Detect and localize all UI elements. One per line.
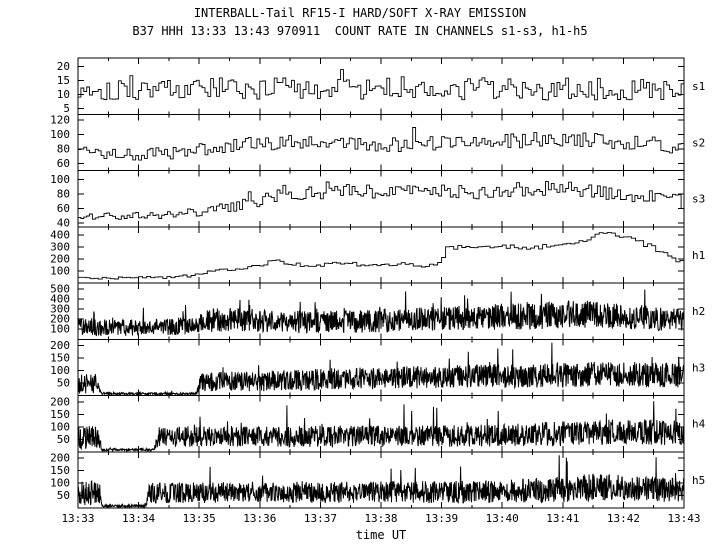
y-tick-label: 200 [50,395,70,408]
y-tick-label: 400 [50,229,70,242]
series-h4 [77,401,685,453]
x-tick-label: 13:42 [607,512,640,525]
y-tick-label: 80 [57,142,70,155]
x-tick-label: 13:37 [304,512,337,525]
chart-subtitle: B37 HHH 13:33 13:43 970911 COUNT RATE IN… [132,24,588,38]
y-tick-label: 150 [50,408,70,421]
x-tick-label: 13:38 [364,512,397,525]
y-tick-label: 100 [50,420,70,433]
y-tick-label: 200 [50,253,70,266]
y-tick-label: 100 [50,265,70,278]
series-h5 [77,455,685,510]
y-tick-label: 100 [50,128,70,141]
channel-label: h5 [692,474,705,487]
channel-label: h2 [692,305,705,318]
x-tick-label: 13:39 [425,512,458,525]
y-tick-label: 200 [50,339,70,352]
series-h1 [78,232,685,280]
y-tick-label: 100 [50,477,70,490]
series-h2 [77,289,685,337]
y-tick-label: 40 [57,217,70,230]
y-tick-label: 200 [50,313,70,326]
y-tick-label: 120 [50,114,70,127]
x-tick-label: 13:36 [243,512,276,525]
channel-label: h1 [692,249,705,262]
channel-label: h3 [692,361,705,374]
x-axis-label: time UT [355,528,407,542]
y-tick-label: 50 [57,377,70,390]
channel-label: s3 [692,193,705,206]
y-tick-label: 500 [50,283,70,296]
y-tick-label: 150 [50,464,70,477]
y-tick-label: 400 [50,293,70,306]
channel-label: h4 [692,418,706,431]
y-tick-label: 50 [57,489,70,502]
y-tick-label: 60 [57,157,70,170]
y-tick-label: 200 [50,452,70,465]
y-tick-label: 20 [57,60,70,73]
x-tick-label: 13:40 [486,512,519,525]
y-tick-label: 300 [50,241,70,254]
y-tick-label: 150 [50,352,70,365]
series-s1 [78,69,685,101]
y-tick-label: 60 [57,202,70,215]
y-tick-label: 50 [57,433,70,446]
panel-border-h1 [77,226,685,284]
x-tick-label: 13:35 [183,512,216,525]
y-tick-label: 10 [57,88,70,101]
series-s2 [78,127,685,161]
x-tick-label: 13:43 [667,512,700,525]
y-tick-label: 100 [50,173,70,186]
y-tick-label: 100 [50,364,70,377]
chart-title: INTERBALL-Tail RF15-I HARD/SOFT X-RAY EM… [193,6,527,20]
y-tick-label: 15 [57,74,70,87]
series-h3 [77,342,685,397]
channel-label: s2 [692,136,705,149]
y-tick-label: 100 [50,323,70,336]
x-tick-label: 13:41 [546,512,579,525]
x-tick-label: 13:34 [122,512,155,525]
channel-label: s1 [692,80,705,93]
panel-border-s3 [77,170,685,228]
y-tick-label: 300 [50,303,70,316]
series-s3 [78,181,685,220]
y-tick-label: 5 [63,102,70,115]
y-tick-label: 80 [57,187,70,200]
x-tick-label: 13:33 [61,512,94,525]
